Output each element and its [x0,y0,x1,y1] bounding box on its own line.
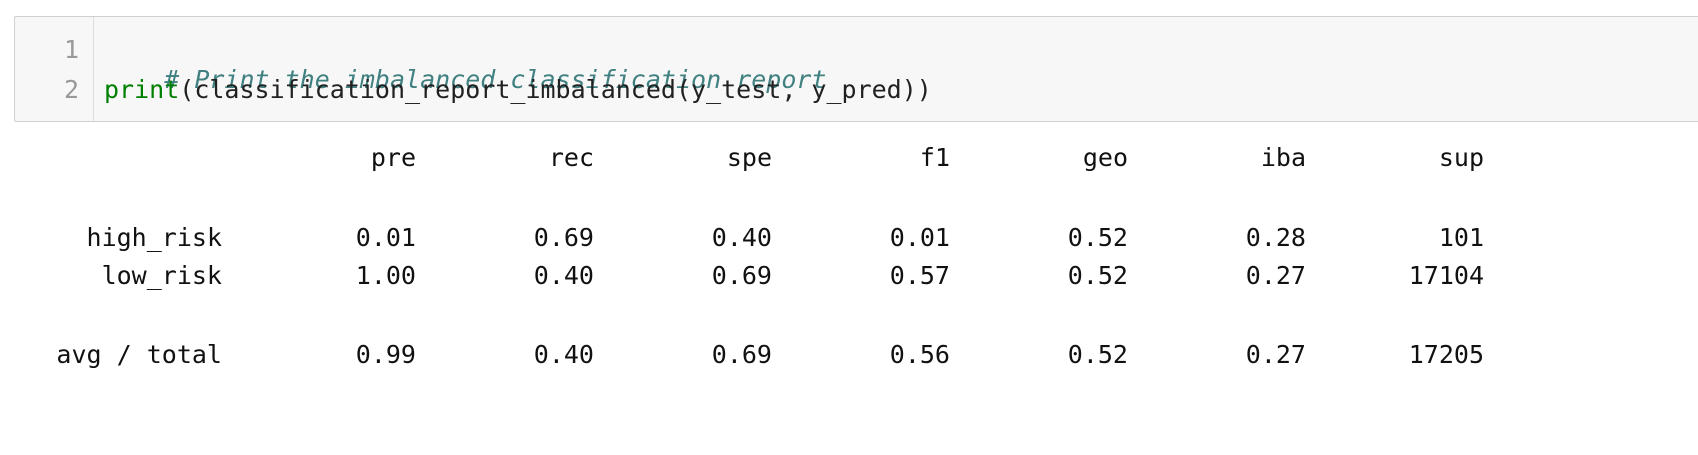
table-cell: 0.01 [355,223,416,252]
table-cell: 0.99 [355,340,416,369]
table-cell: 0.52 [1067,340,1128,369]
table-cell: 0.01 [889,223,950,252]
table-cell: 0.40 [533,261,594,290]
row-label-high-risk: high_risk [86,223,222,252]
code-line-2[interactable]: print(classification_report_imbalanced(y… [104,75,932,105]
table-cell: 0.40 [533,340,594,369]
column-header-rec: rec [548,143,594,172]
table-cell: 0.69 [533,223,594,252]
table-cell: 0.52 [1067,261,1128,290]
line-number-1: 1 [63,35,79,64]
table-cell: 0.27 [1245,261,1306,290]
code-comment: # Print the imbalanced classification re… [164,65,827,94]
column-header-spe: spe [726,143,772,172]
column-header-geo: geo [1082,143,1128,172]
table-cell: 0.52 [1067,223,1128,252]
table-cell: 0.69 [711,261,772,290]
code-cell[interactable]: 1 2 # Print the imbalanced classificatio… [14,16,1698,122]
column-header-pre: pre [370,143,416,172]
row-label-low-risk: low_risk [101,261,222,290]
code-builtin-print: print [104,75,180,104]
table-cell: 17104 [1408,261,1484,290]
table-cell: 0.40 [711,223,772,252]
line-number-2: 2 [63,75,79,104]
code-call: (classification_report_imbalanced(y_test… [179,75,932,104]
table-cell: 17205 [1408,340,1484,369]
line-number-gutter: 1 2 [15,17,94,121]
table-cell: 0.57 [889,261,950,290]
column-header-f1: f1 [919,143,950,172]
table-cell: 0.69 [711,340,772,369]
table-cell: 0.28 [1245,223,1306,252]
column-header-sup: sup [1438,143,1484,172]
column-header-iba: iba [1260,143,1306,172]
table-cell: 0.56 [889,340,950,369]
table-cell: 101 [1438,223,1484,252]
table-cell: 0.27 [1245,340,1306,369]
row-label-avg-total: avg / total [56,340,222,369]
table-cell: 1.00 [355,261,416,290]
code-line-1[interactable]: # Print the imbalanced classification re… [104,35,826,125]
